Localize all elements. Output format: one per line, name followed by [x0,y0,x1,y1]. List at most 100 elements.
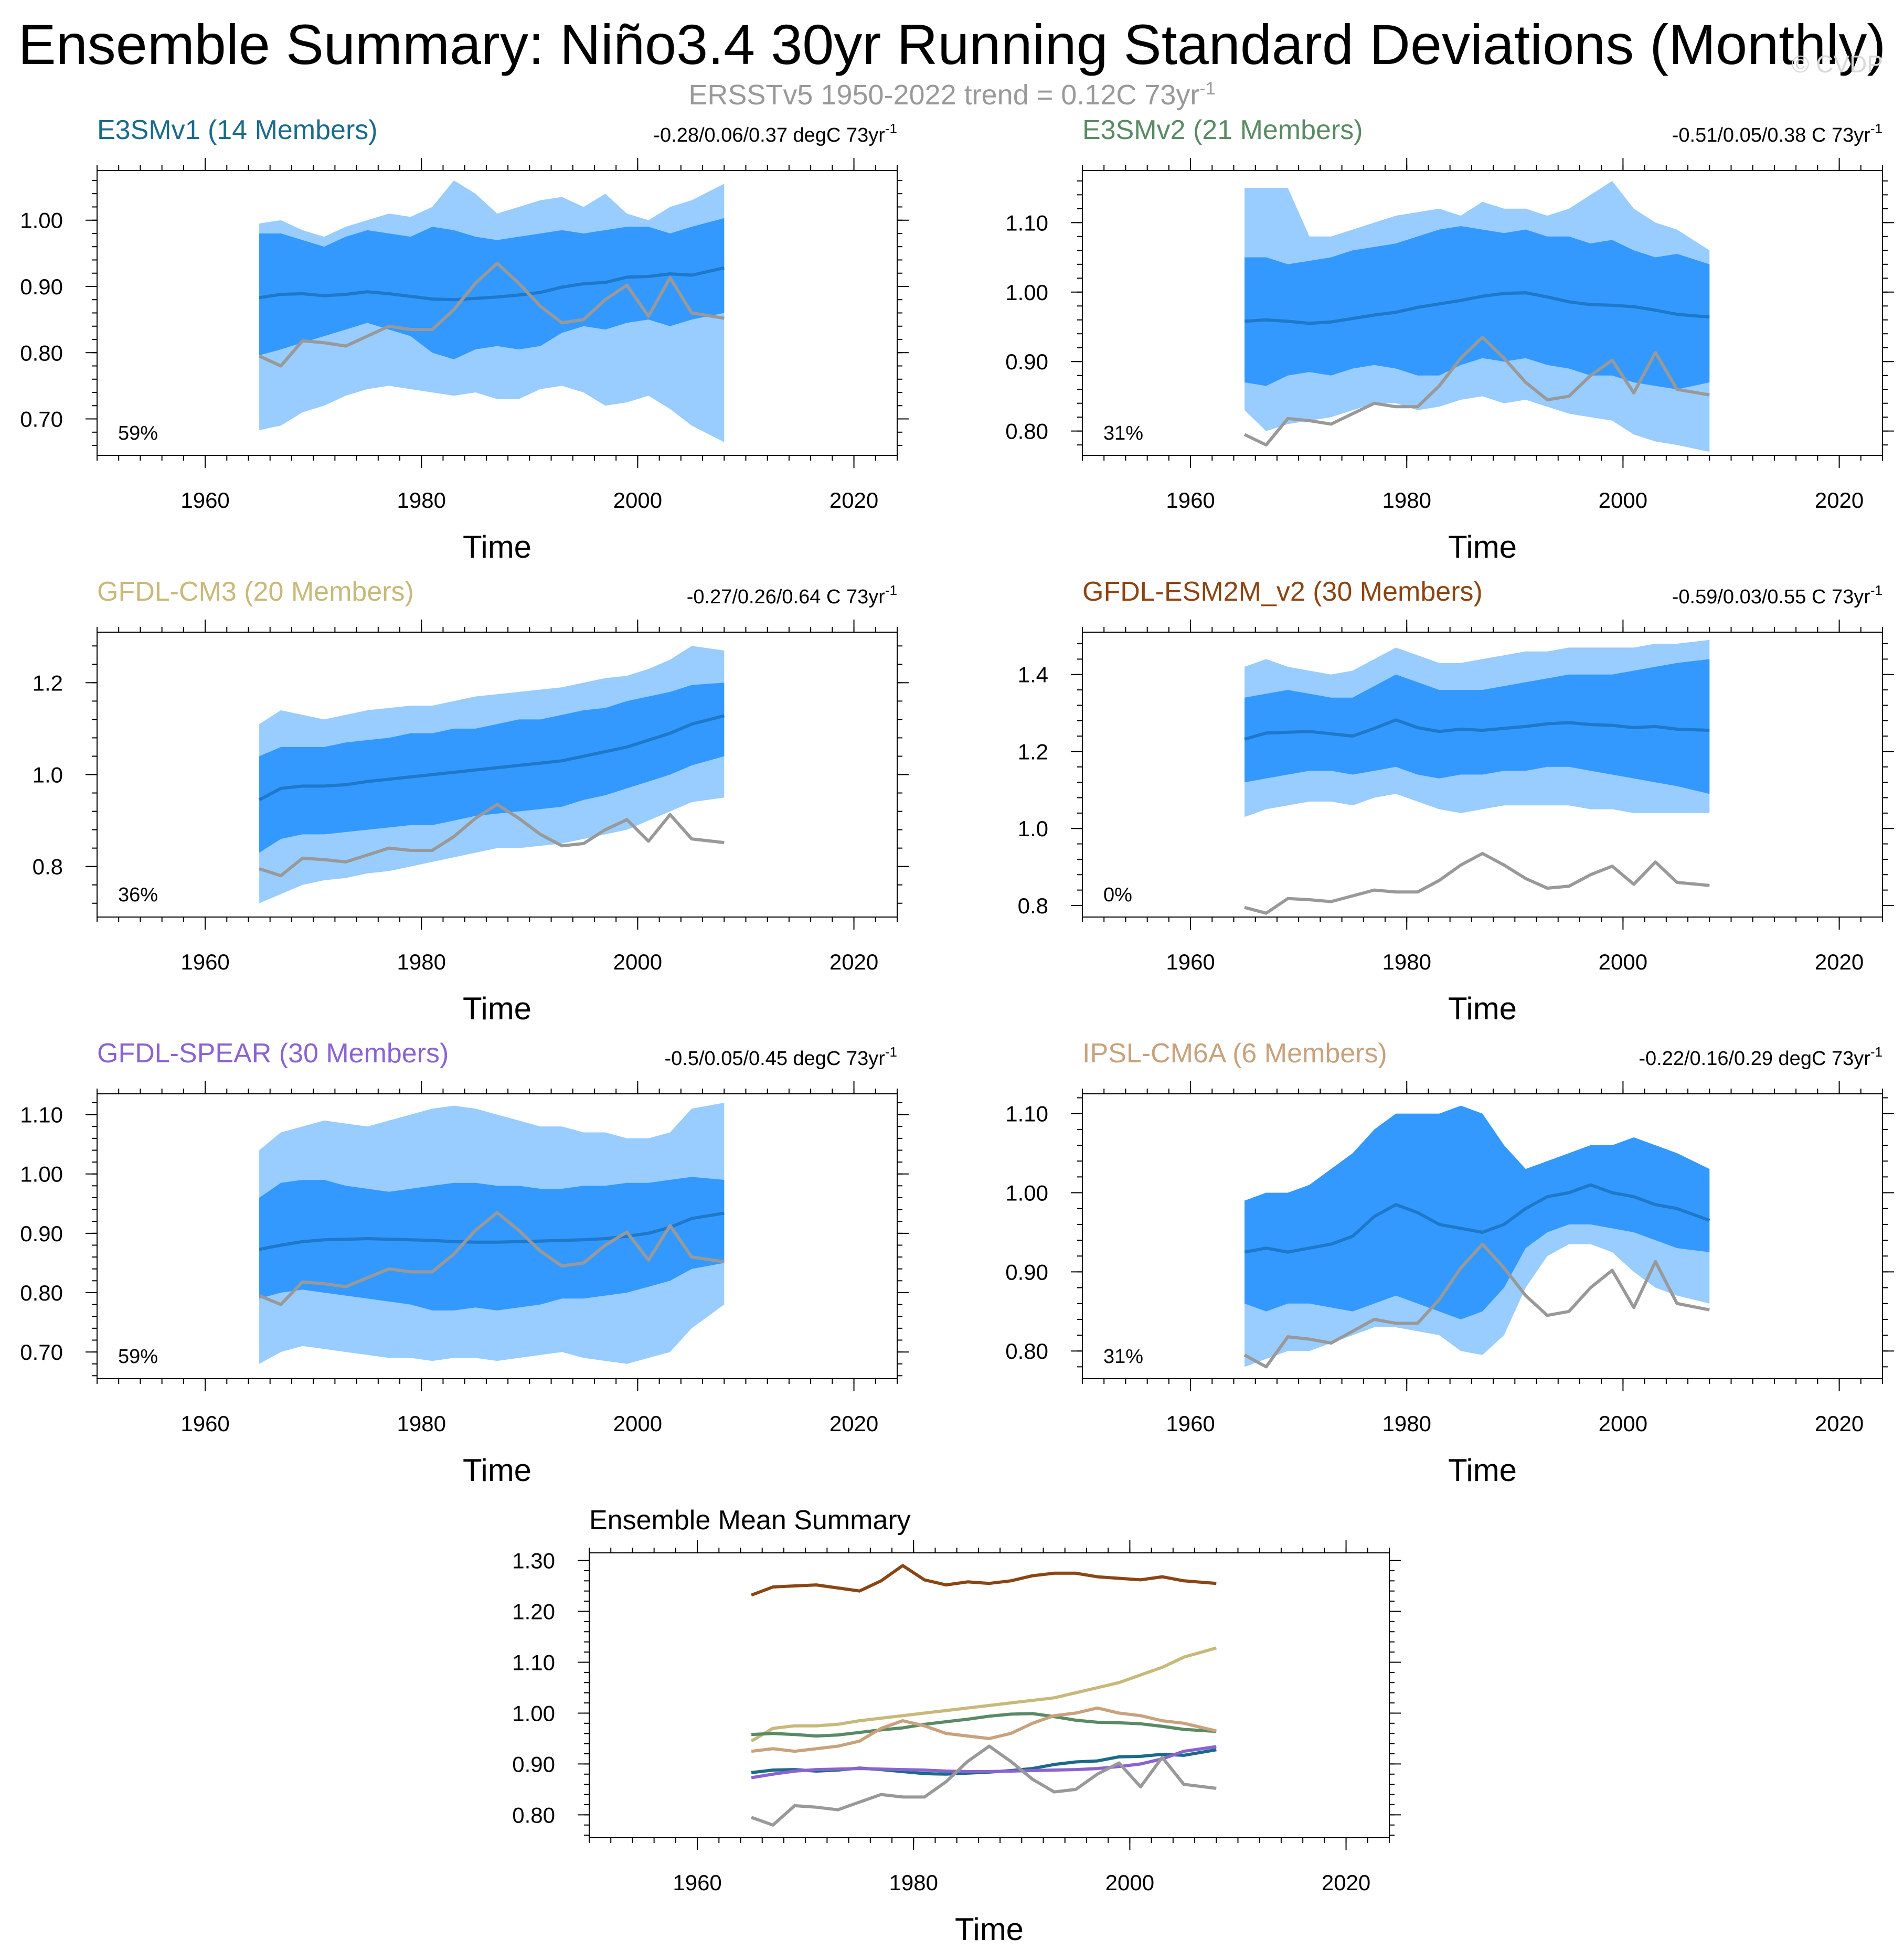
x-tick-label: 1980 [1382,950,1431,974]
panel-6: IPSL-CM6A (6 Members) -0.22/0.16/0.29 deg… [1005,1038,1894,1488]
trend-value: -0.51/0.05/0.38 C 73yr [1672,124,1870,146]
plot-frame [1082,170,1883,456]
x-tick-label: 2020 [1815,950,1864,974]
x-axis-title: Time [1448,529,1517,564]
ensemble-mean-line [259,266,725,302]
y-tick-label: 1.2 [1018,739,1048,764]
panel-title: IPSL-CM6A (6 Members) [1082,1038,1387,1069]
figure-title: Ensemble Summary: Niño3.4 30yr Running S… [18,13,1886,76]
x-tick-label: 2020 [829,950,878,974]
series-line-gfdl-cm3 [750,1646,1217,1743]
observed-ersstv5-line [258,1211,725,1306]
x-tick-label: 2020 [1322,1870,1370,1895]
x-tick-label: 2000 [613,488,662,513]
plot-frame [97,1093,898,1379]
panel-title: E3SMv2 (21 Members) [1082,115,1363,145]
y-tick-label: 1.00 [1005,280,1048,305]
x-tick-label: 2020 [1815,488,1864,513]
trend-value: -0.27/0.26/0.64 C 73yr [687,586,885,608]
y-tick-label: 1.00 [20,1162,63,1187]
panel-4: GFDL-ESM2M_v2 (30 Members) -0.59/0.03/0.5… [1018,577,1894,1026]
y-tick-label: 0.90 [1005,349,1048,374]
x-tick-label: 1980 [397,488,446,513]
x-tick-label: 2020 [1815,1411,1864,1436]
x-tick-label: 2000 [1599,950,1647,974]
y-tick-label: 1.10 [1005,1102,1048,1126]
y-tick-label: 0.70 [20,407,63,432]
x-tick-label: 1960 [180,488,229,513]
panel-trend-text: -0.5/0.05/0.45 degC 73yr-1 [664,1044,897,1070]
series-line-ipsl-cm6a [751,1706,1217,1753]
percent-label: 36% [118,884,158,906]
y-tick-label: 0.80 [20,1281,63,1305]
x-tick-label: 1980 [397,950,446,974]
x-axis-title: Time [955,1912,1024,1947]
panel-7: Ensemble Mean Summary 0.80 0.90 1.00 1.10 1.2… [512,1505,1401,1947]
trend-superscript: -1 [1870,121,1882,136]
subtitle-text: ERSSTv5 1950-2022 trend = 0.12C 73yr [688,79,1200,111]
figure-subtitle: ERSSTv5 1950-2022 trend = 0.12C 73yr-1 [0,79,1904,111]
plot-frame [1082,1093,1883,1379]
ensemble-mean-line [1244,718,1710,741]
y-tick-label: 1.00 [20,208,63,233]
percent-label: 31% [1103,422,1143,444]
x-tick-label: 1960 [180,1411,229,1436]
inner-spread-band [1244,1105,1710,1319]
x-tick-label: 2020 [829,1411,878,1436]
percent-label: 0% [1103,884,1132,906]
trend-superscript: -1 [885,582,897,598]
inner-spread-band [259,218,725,359]
panel-trend-text: -0.22/0.16/0.29 degC 73yr-1 [1639,1044,1882,1070]
trend-superscript: -1 [1870,1044,1882,1060]
plot-frame [1082,632,1883,918]
panel-title: Ensemble Mean Summary [589,1505,911,1536]
trend-superscript: -1 [1870,582,1882,598]
x-tick-label: 1960 [1166,1411,1215,1436]
x-axis-title: Time [463,1453,531,1488]
observed-ersstv5-line [1243,1242,1710,1369]
watermark: © CVDP [1791,50,1883,78]
ensemble-mean-line [258,714,725,802]
y-tick-label: 1.30 [512,1549,555,1573]
panel-3: GFDL-CM3 (20 Members) -0.27/0.26/0.64 C 7… [33,577,909,1026]
panel-title: GFDL-CM3 (20 Members) [97,577,414,607]
y-tick-label: 0.90 [20,1221,63,1246]
y-tick-label: 0.90 [512,1752,555,1776]
ensemble-mean-line [259,1211,725,1251]
y-tick-label: 1.00 [512,1701,555,1725]
observed-ersstv5-line [1243,335,1710,447]
panel-title: E3SMv1 (14 Members) [97,115,378,145]
y-tick-label: 0.90 [1005,1260,1048,1284]
x-tick-label: 2020 [829,488,878,513]
panel-2: E3SMv2 (21 Members) -0.51/0.05/0.38 C 73y… [1005,115,1894,564]
ensemble-mean-line [1244,291,1710,325]
y-tick-label: 1.4 [1018,663,1048,687]
x-axis-title: Time [463,529,531,564]
panel-5: GFDL-SPEAR (30 Members) -0.5/0.05/0.45 de… [20,1038,909,1488]
subtitle-superscript: -1 [1199,79,1216,99]
x-tick-label: 2000 [1105,1870,1154,1895]
panel-trend-text: -0.28/0.06/0.37 degC 73yr-1 [653,121,897,146]
x-tick-label: 2000 [613,950,662,974]
series-line-gfdl-esm2m-v2 [751,1564,1217,1597]
y-tick-label: 0.90 [20,274,63,299]
y-tick-label: 0.8 [33,855,63,879]
trend-value: -0.22/0.16/0.29 degC 73yr [1639,1048,1870,1070]
series-line-ersstv5 [751,1744,1217,1827]
inner-spread-band [1244,226,1710,390]
y-tick-label: 0.80 [512,1803,555,1827]
x-tick-label: 1980 [1382,488,1431,513]
percent-label: 31% [1103,1346,1143,1368]
series-line-e3smv2 [751,1712,1217,1738]
y-tick-label: 0.80 [1005,419,1048,444]
y-tick-label: 0.8 [1018,893,1048,918]
ensemble-mean-line [1244,1183,1710,1254]
y-tick-label: 1.0 [33,763,63,787]
trend-value: -0.28/0.06/0.37 degC 73yr [653,124,885,146]
trend-superscript: -1 [885,1044,897,1060]
percent-label: 59% [118,1346,158,1368]
y-tick-label: 1.10 [20,1103,63,1127]
x-tick-label: 1960 [180,950,229,974]
inner-spread-band [1244,659,1710,794]
